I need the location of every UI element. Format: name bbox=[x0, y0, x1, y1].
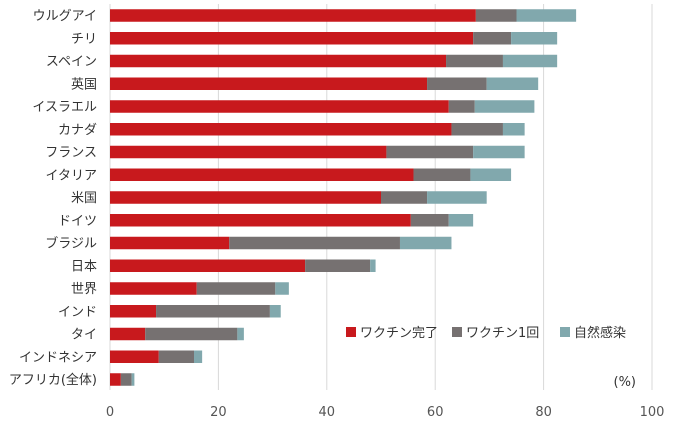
legend: ワクチン完了 ワクチン1回 自然感染 bbox=[346, 325, 626, 341]
legend-swatch bbox=[560, 327, 570, 337]
category-label: 日本 bbox=[71, 259, 97, 274]
bar-segment-series-0 bbox=[110, 373, 121, 386]
bar-segment-series-0 bbox=[110, 9, 476, 22]
bar-segment-series-2 bbox=[237, 327, 244, 341]
category-label: タイ bbox=[71, 328, 97, 343]
legend-swatch bbox=[452, 327, 462, 337]
category-label: インドネシア bbox=[19, 350, 97, 365]
legend-label: 自然感染 bbox=[574, 325, 626, 341]
bar-segment-series-0 bbox=[110, 327, 146, 341]
bar-segment-series-0 bbox=[110, 191, 381, 204]
bar-segment-series-1 bbox=[120, 373, 132, 386]
x-tick-label: 40 bbox=[319, 405, 336, 420]
category-label: ドイツ bbox=[58, 214, 97, 229]
bar-segment-series-2 bbox=[502, 54, 558, 68]
bar-segment-series-2 bbox=[516, 9, 577, 22]
bar-segment-series-0 bbox=[110, 123, 452, 136]
bar-segment-series-0 bbox=[110, 145, 387, 159]
category-label: インド bbox=[58, 305, 97, 320]
bar-segment-series-0 bbox=[110, 305, 157, 318]
bar-segment-series-1 bbox=[446, 54, 503, 68]
bar-segment-series-1 bbox=[196, 282, 276, 295]
bar-segment-series-0 bbox=[110, 236, 230, 250]
bar-segment-series-1 bbox=[145, 327, 238, 341]
bar-segment-series-1 bbox=[381, 191, 428, 204]
x-tick-label: 100 bbox=[640, 405, 665, 420]
bar-segment-series-1 bbox=[305, 259, 371, 272]
bar-segment-series-2 bbox=[399, 236, 452, 250]
bar-segment-series-2 bbox=[194, 350, 203, 363]
bar-segment-series-2 bbox=[448, 214, 474, 227]
bar-segment-series-0 bbox=[110, 259, 306, 272]
bar-segment-series-2 bbox=[470, 168, 512, 181]
category-label: ブラジル bbox=[45, 236, 97, 252]
bar-segment-series-2 bbox=[370, 259, 376, 272]
bar-segment-series-1 bbox=[410, 214, 449, 227]
bar-segment-series-0 bbox=[110, 32, 474, 45]
bar-segment-series-1 bbox=[156, 305, 270, 318]
bar-segment-series-0 bbox=[110, 168, 414, 181]
bar-segment-series-1 bbox=[158, 350, 195, 363]
bar-segment-series-1 bbox=[386, 145, 474, 159]
x-tick-label: 0 bbox=[106, 405, 114, 420]
x-tick-label: 60 bbox=[427, 405, 444, 420]
bar-segment-series-0 bbox=[110, 350, 159, 363]
bar-segment-series-2 bbox=[474, 100, 535, 113]
bar-segment-series-2 bbox=[473, 145, 525, 159]
bar-segment-series-1 bbox=[451, 123, 503, 136]
bar-segment-series-1 bbox=[427, 77, 487, 90]
bar-segment-series-2 bbox=[486, 77, 539, 90]
bar-segment-series-0 bbox=[110, 77, 428, 90]
bar-segment-series-0 bbox=[110, 54, 447, 68]
bar-segment-series-1 bbox=[473, 32, 512, 45]
category-label: フランス bbox=[45, 146, 97, 161]
category-labels: ウルグアイチリスペイン英国イスラエルカナダフランスイタリア米国ドイツブラジル日本… bbox=[9, 9, 97, 388]
bar-segment-series-2 bbox=[511, 32, 558, 45]
legend-label: ワクチン1回 bbox=[466, 326, 539, 341]
bar-segment-series-1 bbox=[448, 100, 475, 113]
x-tick-label: 80 bbox=[535, 405, 552, 420]
bar-segment-series-1 bbox=[413, 168, 471, 181]
category-label: イタリア bbox=[46, 168, 97, 183]
bar-segment-series-1 bbox=[229, 236, 400, 250]
bar-segment-series-2 bbox=[427, 191, 487, 204]
category-label: アフリカ(全体) bbox=[9, 372, 97, 388]
x-axis-unit-label: (%) bbox=[614, 375, 637, 390]
bar-segment-series-2 bbox=[131, 373, 135, 386]
category-label: 英国 bbox=[71, 77, 97, 92]
bar-segment-series-0 bbox=[110, 100, 449, 113]
category-label: チリ bbox=[71, 32, 97, 47]
bar-segment-series-0 bbox=[110, 214, 411, 227]
category-label: イスラエル bbox=[32, 100, 97, 115]
category-label: 米国 bbox=[71, 191, 97, 206]
category-label: 世界 bbox=[71, 282, 97, 297]
category-label: カナダ bbox=[58, 123, 97, 138]
x-tick-labels: 0 20 40 60 80 100 bbox=[106, 405, 665, 420]
x-tick-label: 20 bbox=[210, 405, 227, 420]
bar-segment-series-0 bbox=[110, 282, 197, 295]
bar-segment-series-2 bbox=[275, 282, 289, 295]
legend-label: ワクチン完了 bbox=[360, 326, 438, 341]
legend-swatch bbox=[346, 327, 356, 337]
bar-segment-series-2 bbox=[269, 305, 281, 318]
category-label: スペイン bbox=[46, 55, 97, 70]
bars bbox=[110, 9, 577, 386]
bar-segment-series-2 bbox=[502, 123, 525, 136]
category-label: ウルグアイ bbox=[33, 9, 97, 24]
bar-segment-series-1 bbox=[475, 9, 517, 22]
